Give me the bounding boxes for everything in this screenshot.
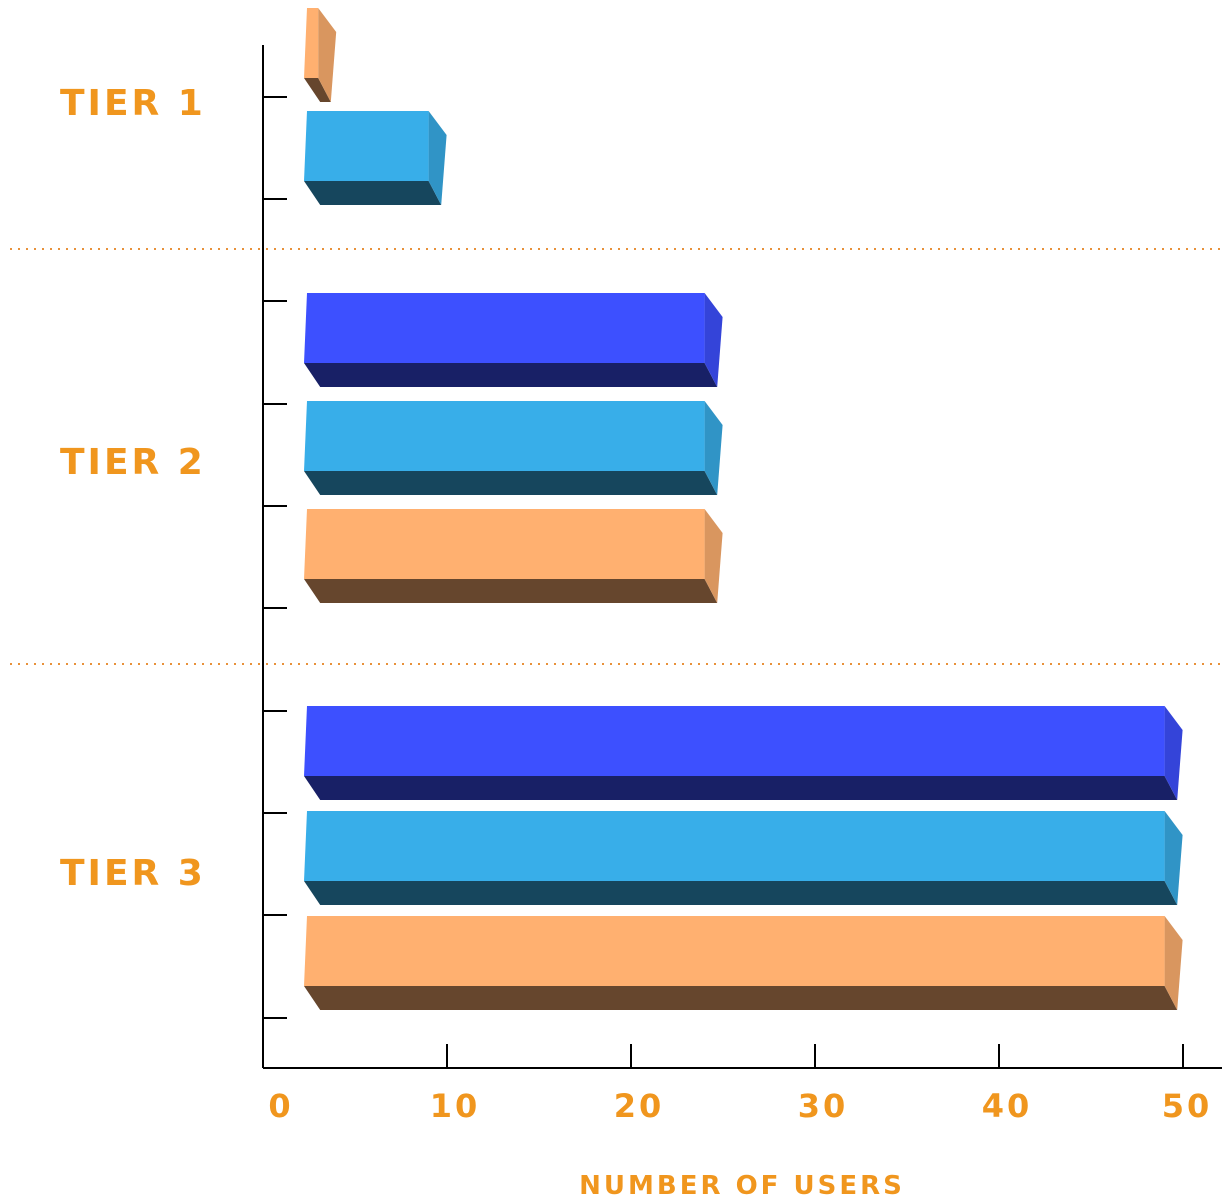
bar bbox=[304, 706, 1183, 800]
x-axis bbox=[263, 1044, 1222, 1069]
x-tick-labels: 0 10 20 30 40 50 bbox=[268, 1087, 1213, 1125]
x-tick-label: 10 bbox=[430, 1087, 481, 1125]
x-tick-label: 40 bbox=[982, 1087, 1033, 1125]
x-axis-title: NUMBER OF USERS bbox=[579, 1171, 905, 1198]
category-label: TIER 2 bbox=[60, 442, 206, 483]
bars bbox=[304, 8, 1183, 1010]
separators bbox=[10, 248, 1222, 665]
x-tick-label: 30 bbox=[798, 1087, 849, 1125]
bar bbox=[304, 111, 447, 205]
bar bbox=[304, 811, 1183, 905]
bar bbox=[304, 509, 723, 603]
bar bbox=[304, 293, 723, 387]
bar bbox=[304, 401, 723, 495]
x-tick-label: 20 bbox=[614, 1087, 665, 1125]
y-axis bbox=[262, 45, 287, 1068]
x-tick-label: 50 bbox=[1162, 1087, 1213, 1125]
category-label: TIER 3 bbox=[60, 853, 206, 894]
bar bbox=[304, 916, 1183, 1010]
category-labels: TIER 1 TIER 2 TIER 3 bbox=[60, 83, 206, 894]
category-label: TIER 1 bbox=[60, 83, 206, 124]
x-tick-label: 0 bbox=[268, 1087, 293, 1125]
bar bbox=[304, 8, 337, 102]
